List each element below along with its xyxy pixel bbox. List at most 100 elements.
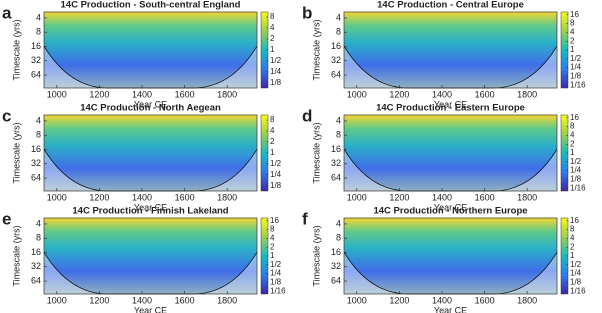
chart-title: 14C Production - Central Europe: [377, 0, 524, 11]
colorbar-tick-label: 2: [270, 242, 275, 251]
x-tick-label: 1000: [47, 192, 67, 202]
chart-title: 14C Production - Eastern Europe: [376, 103, 525, 114]
colorbar-tick-label: 2: [570, 242, 575, 251]
x-tick-label: 1200: [389, 192, 409, 202]
x-tick-label: 1800: [517, 89, 537, 99]
x-tick-label: 1200: [389, 89, 409, 99]
y-tick-label: 8: [336, 233, 341, 243]
y-tick-label: 16: [31, 144, 41, 154]
y-tick-label: 32: [31, 261, 41, 271]
y-tick-label: 64: [331, 69, 341, 79]
colorbar-tick-label: 4: [270, 126, 275, 135]
y-tick-label: 4: [336, 12, 341, 22]
colorbar-tick-label: 2: [270, 34, 275, 43]
plot-frame: [43, 114, 258, 192]
colorbar-tick-label: 1/2: [570, 54, 582, 63]
colorbar-tick-label: 1/8: [270, 181, 282, 190]
y-axis-label: Timescale (yrs): [311, 122, 321, 183]
y-tick-label: 64: [331, 275, 341, 285]
colorbar-tick-label: 1/8: [570, 277, 582, 286]
x-tick-label: 1000: [47, 89, 67, 99]
panel: f 14C Production - Northern Europe 1000 120…: [302, 206, 586, 313]
y-tick-label: 4: [36, 12, 41, 22]
y-tick-label: 4: [36, 218, 41, 228]
colorbar-tick-label: 1/2: [270, 159, 282, 168]
wavelet-field: [344, 218, 557, 294]
x-axis-label: Year CE: [134, 202, 167, 212]
panel: a 14C Production - South-central England 1…: [2, 0, 282, 109]
colorbar-tick-label: 1: [570, 251, 575, 260]
colorbar-tick-label: 1/4: [570, 269, 582, 278]
panel-label: e: [2, 209, 11, 228]
y-tick-label: 64: [331, 172, 341, 182]
colorbar-tick-label: 1/8: [570, 174, 582, 183]
y-tick-label: 4: [336, 115, 341, 125]
y-tick-label: 8: [36, 233, 41, 243]
x-tick-label: 1200: [89, 295, 109, 305]
x-axis-label: Year CE: [134, 305, 167, 313]
panel-label: d: [302, 106, 312, 125]
plot-frame: [43, 11, 258, 89]
wavelet-field: [44, 12, 257, 88]
y-tick-label: 8: [336, 130, 341, 140]
y-tick-label: 32: [331, 261, 341, 271]
y-tick-label: 16: [331, 247, 341, 257]
y-axis-label: Timescale (yrs): [311, 225, 321, 286]
cone-of-influence: [44, 252, 257, 294]
panel-label: a: [2, 3, 12, 22]
y-axis-label: Timescale (yrs): [11, 225, 21, 286]
y-tick-label: 64: [31, 69, 41, 79]
colorbar-tick-label: 8: [270, 115, 275, 124]
panel: e 14C Production - Finnish Lakeland 1000 12…: [2, 206, 286, 313]
x-tick-label: 1800: [217, 89, 237, 99]
y-tick-label: 8: [336, 27, 341, 37]
x-tick-label: 1400: [132, 192, 152, 202]
cone-of-influence: [344, 46, 557, 88]
colorbar-tick-label: 1/16: [270, 286, 286, 295]
colorbar-tick-label: 1/16: [570, 286, 586, 295]
colorbar-tick-label: 4: [270, 234, 275, 243]
x-axis-label: Year CE: [134, 99, 167, 109]
cone-of-influence: [44, 149, 257, 191]
y-tick-label: 4: [336, 218, 341, 228]
panel-label: b: [302, 3, 312, 22]
y-tick-label: 32: [331, 55, 341, 65]
panel-label: f: [302, 209, 308, 228]
colorbar-tick-label: 1: [270, 148, 275, 157]
wavelet-field: [44, 218, 257, 294]
colorbar-tick-label: 1/4: [570, 166, 582, 175]
colorbar-tick-label: 16: [570, 216, 579, 225]
x-tick-label: 1600: [475, 192, 495, 202]
colorbar-tick-label: 1/8: [270, 277, 282, 286]
x-axis-label: Year CE: [434, 305, 467, 313]
colorbar-tick-label: 4: [570, 234, 575, 243]
x-tick-label: 1400: [132, 89, 152, 99]
y-tick-label: 16: [31, 247, 41, 257]
x-tick-label: 1600: [475, 295, 495, 305]
colorbar-tick-label: 16: [270, 216, 279, 225]
colorbar-tick-label: 1: [570, 45, 575, 54]
plot-frame: [343, 114, 558, 192]
chart-title: 14C Production - North Aegean: [80, 103, 221, 114]
colorbar-tick-label: 8: [270, 225, 275, 234]
colorbar-tick-label: 1/4: [270, 269, 282, 278]
y-tick-label: 16: [331, 144, 341, 154]
colorbar-tick-label: 2: [270, 137, 275, 146]
cone-of-influence: [44, 46, 257, 88]
colorbar-tick-label: 4: [270, 23, 275, 32]
y-tick-label: 32: [331, 158, 341, 168]
y-tick-label: 32: [31, 55, 41, 65]
colorbar-tick-label: 8: [270, 12, 275, 21]
x-tick-label: 1400: [432, 192, 452, 202]
panel: b 14C Production - Central Europe 1000 1200…: [302, 0, 586, 109]
colorbar-tick-label: 1: [270, 251, 275, 260]
colorbar-tick-label: 8: [570, 19, 575, 28]
colorbar-tick-label: 8: [570, 122, 575, 131]
x-tick-label: 1200: [89, 192, 109, 202]
colorbar-tick-label: 1/2: [570, 157, 582, 166]
colorbar-tick-label: 1/2: [270, 260, 282, 269]
panel: d 14C Production - Eastern Europe 1000 1200…: [302, 103, 586, 213]
y-tick-label: 8: [36, 130, 41, 140]
